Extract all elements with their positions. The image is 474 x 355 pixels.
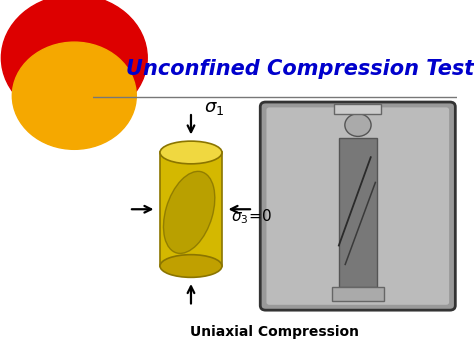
Polygon shape <box>339 138 377 286</box>
FancyBboxPatch shape <box>260 102 456 310</box>
FancyBboxPatch shape <box>266 108 449 305</box>
Text: $\sigma_3\!=\!0$: $\sigma_3\!=\!0$ <box>231 208 273 226</box>
Text: $\sigma_1$: $\sigma_1$ <box>204 99 224 117</box>
Circle shape <box>345 114 371 136</box>
Polygon shape <box>331 286 384 301</box>
Ellipse shape <box>164 171 215 253</box>
Text: Unconfined Compression Test: Unconfined Compression Test <box>126 59 474 79</box>
Circle shape <box>12 42 137 149</box>
Ellipse shape <box>160 141 222 164</box>
Circle shape <box>1 0 147 121</box>
Polygon shape <box>160 153 222 266</box>
Polygon shape <box>335 104 382 114</box>
Text: Uniaxial Compression: Uniaxial Compression <box>191 324 359 339</box>
Ellipse shape <box>160 255 222 277</box>
